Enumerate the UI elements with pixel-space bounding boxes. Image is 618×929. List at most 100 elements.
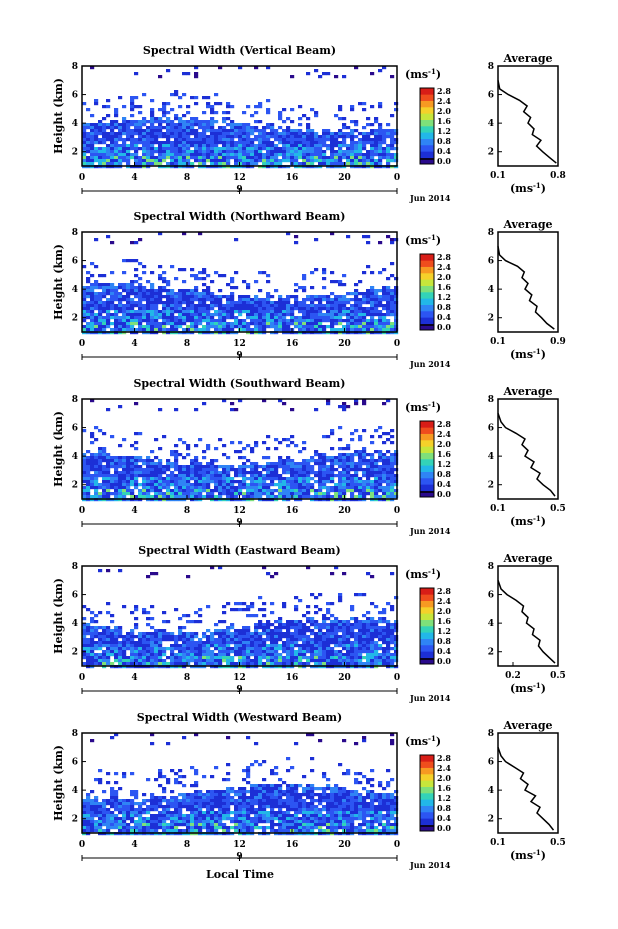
heatmap-cell	[382, 138, 387, 142]
heatmap-cell	[130, 662, 135, 666]
heatmap-cell	[390, 653, 395, 657]
heatmap-cell	[194, 635, 199, 639]
heatmap-cell	[102, 474, 107, 478]
heatmap-cell	[286, 635, 291, 639]
heatmap-cell	[334, 653, 339, 657]
heatmap-cell	[366, 611, 371, 615]
heatmap-cell	[210, 492, 215, 496]
heatmap-cell	[118, 138, 123, 142]
heatmap-cell	[326, 617, 331, 621]
heatmap-cell	[266, 322, 271, 326]
heatmap-cell	[330, 486, 335, 490]
heatmap-cell	[310, 319, 315, 323]
heatmap-cell	[142, 644, 147, 648]
heatmap-cell	[154, 147, 159, 151]
heatmap-cell	[390, 298, 395, 302]
heatmap-cell	[102, 486, 107, 490]
heatmap-cell	[194, 141, 199, 145]
heatmap-cell	[182, 641, 187, 645]
heatmap-cell	[174, 486, 179, 490]
heatmap-cell	[134, 144, 139, 148]
heatmap-cell	[226, 653, 231, 657]
heatmap-cell	[114, 471, 119, 475]
heatmap-cell	[378, 69, 383, 73]
heatmap-cell	[390, 477, 395, 481]
heatmap-cell	[386, 432, 391, 436]
heatmap-cell	[238, 653, 243, 657]
heatmap-cell	[358, 653, 363, 657]
heatmap-cell	[390, 132, 395, 136]
heatmap-cell	[166, 462, 171, 466]
heatmap-cell	[82, 626, 87, 630]
heatmap-cell	[350, 322, 355, 326]
heatmap-cell	[170, 477, 175, 481]
heatmap-cell	[290, 304, 295, 308]
heatmap-cell	[118, 295, 123, 299]
heatmap-cell	[246, 135, 251, 139]
heatmap-cell	[146, 307, 151, 311]
heatmap-cell	[138, 474, 143, 478]
heatmap-cell	[150, 605, 155, 609]
heatmap-cell	[354, 647, 359, 651]
heatmap-cell	[370, 647, 375, 651]
heatmap-cell	[102, 453, 107, 457]
heatmap-cell	[194, 659, 199, 663]
heatmap-cell	[378, 295, 383, 299]
heatmap-cell	[382, 486, 387, 490]
heatmap-cell	[290, 159, 295, 163]
heatmap-cell	[334, 322, 339, 326]
heatmap-cell	[202, 456, 207, 460]
heatmap-cell	[90, 468, 95, 472]
heatmap-cell	[234, 486, 239, 490]
heatmap-cell	[358, 280, 363, 284]
heatmap-cell	[254, 66, 259, 70]
heatmap-cell	[374, 141, 379, 145]
heatmap-cell	[226, 102, 231, 106]
heatmap-cell	[322, 435, 327, 439]
heatmap-cell	[154, 325, 159, 329]
heatmap-cell	[310, 644, 315, 648]
heatmap-cell	[126, 156, 131, 160]
heatmap-cell	[286, 444, 291, 448]
heatmap-cell	[246, 489, 251, 493]
heatmap-cell	[214, 304, 219, 308]
heatmap-cell	[346, 462, 351, 466]
heatmap-cell	[210, 316, 215, 320]
heatmap-cell	[134, 72, 139, 76]
heatmap-cell	[270, 638, 275, 642]
heatmap-cell	[110, 629, 115, 633]
heatmap-cell	[310, 298, 315, 302]
heatmap-cell	[174, 644, 179, 648]
heatmap-cell	[186, 307, 191, 311]
colorbar-segment	[420, 304, 434, 312]
heatmap-cell	[290, 144, 295, 148]
heatmap-cell	[258, 141, 263, 145]
heatmap-cell	[166, 120, 171, 124]
heatmap-cell	[342, 274, 347, 278]
heatmap-cell	[86, 486, 91, 490]
heatmap-cell	[274, 135, 279, 139]
heatmap-cell	[106, 162, 111, 166]
heatmap-cell	[382, 147, 387, 151]
heatmap-cell	[354, 486, 359, 490]
heatmap-cell	[390, 147, 395, 151]
heatmap-cell	[318, 650, 323, 654]
heatmap-cell	[150, 450, 155, 454]
heatmap-cell	[262, 602, 267, 606]
heatmap-cell	[194, 408, 199, 412]
heatmap-cell	[98, 644, 103, 648]
heatmap-cell	[250, 644, 255, 648]
heatmap-cell	[362, 298, 367, 302]
heatmap-cell	[218, 486, 223, 490]
heatmap-cell	[230, 641, 235, 645]
heatmap-cell	[94, 629, 99, 633]
heatmap-cell	[278, 138, 283, 142]
heatmap-cell	[290, 659, 295, 663]
heatmap-cell	[298, 322, 303, 326]
heatmap-cell	[226, 310, 231, 314]
heatmap-cell	[362, 620, 367, 624]
heatmap-cell	[302, 147, 307, 151]
heatmap-cell	[234, 319, 239, 323]
heatmap-cell	[234, 150, 239, 154]
heatmap-cell	[346, 468, 351, 472]
